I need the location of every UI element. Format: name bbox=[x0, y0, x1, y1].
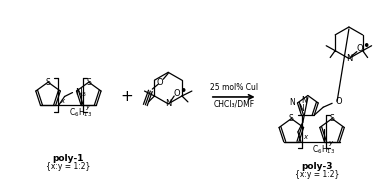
Text: O: O bbox=[174, 88, 180, 98]
Text: {x:y = 1:2}: {x:y = 1:2} bbox=[46, 162, 90, 171]
Text: N: N bbox=[301, 97, 307, 105]
Text: N: N bbox=[299, 104, 304, 113]
Text: C$_6$H$_{13}$: C$_6$H$_{13}$ bbox=[312, 143, 336, 156]
Text: O: O bbox=[157, 78, 163, 87]
Text: O: O bbox=[335, 97, 342, 106]
Text: poly-3: poly-3 bbox=[301, 162, 333, 171]
Text: y: y bbox=[85, 104, 89, 110]
Text: C$_6$H$_{13}$: C$_6$H$_{13}$ bbox=[69, 107, 93, 119]
Text: S: S bbox=[46, 78, 51, 87]
Text: x: x bbox=[60, 98, 64, 104]
Text: S: S bbox=[289, 114, 294, 123]
Text: {x:y = 1:2}: {x:y = 1:2} bbox=[295, 170, 339, 179]
Text: 25 mol% CuI: 25 mol% CuI bbox=[210, 83, 258, 92]
Text: x: x bbox=[303, 134, 308, 140]
Text: O: O bbox=[356, 44, 363, 53]
Text: poly-1: poly-1 bbox=[52, 154, 83, 163]
Text: S: S bbox=[330, 114, 334, 123]
Text: N: N bbox=[165, 99, 171, 108]
Text: N$_3$: N$_3$ bbox=[74, 86, 87, 99]
Text: N: N bbox=[290, 98, 296, 108]
Text: +: + bbox=[120, 89, 133, 105]
Text: S: S bbox=[86, 78, 91, 87]
Text: N: N bbox=[346, 54, 352, 63]
Text: y: y bbox=[328, 140, 332, 146]
Text: •: • bbox=[180, 84, 187, 98]
Text: CHCl₃/DMF: CHCl₃/DMF bbox=[213, 100, 254, 109]
Text: •: • bbox=[362, 40, 370, 53]
